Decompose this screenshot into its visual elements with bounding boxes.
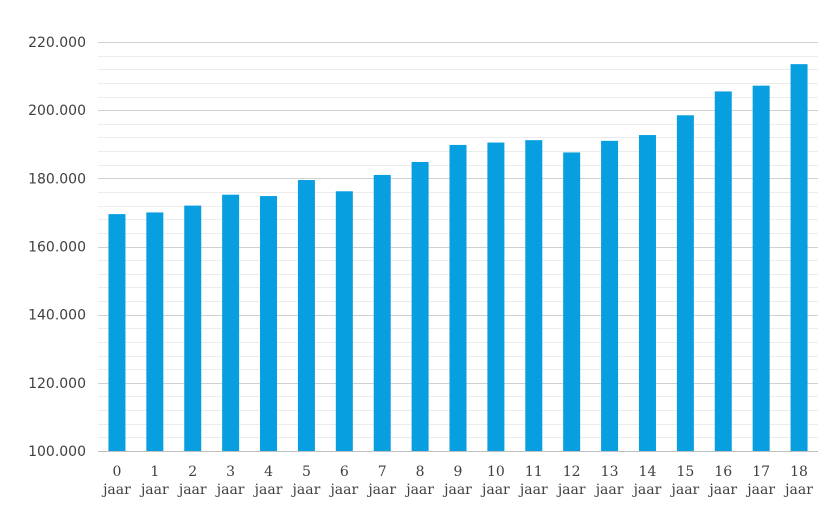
bar xyxy=(260,196,278,451)
bar xyxy=(601,140,619,451)
x-tick-label: 17 jaar xyxy=(745,464,775,498)
bar xyxy=(638,135,656,452)
bar xyxy=(146,212,164,451)
bar xyxy=(487,142,505,451)
y-tick-label: 200.000 xyxy=(28,103,86,119)
y-tick-label: 140.000 xyxy=(28,308,86,324)
x-tick-label: 2 jaar xyxy=(177,464,207,498)
x-tick-label: 3 jaar xyxy=(215,464,245,498)
y-tick-label: 120.000 xyxy=(28,376,86,392)
y-tick-label: 180.000 xyxy=(28,171,86,187)
x-tick-label: 8 jaar xyxy=(404,464,434,498)
bar xyxy=(373,174,391,452)
x-tick-label: 6 jaar xyxy=(328,464,358,498)
bar xyxy=(297,180,315,451)
x-tick-label: 1 jaar xyxy=(139,464,169,498)
bar xyxy=(563,152,581,451)
y-tick-label: 220.000 xyxy=(28,35,86,51)
x-tick-label: 14 jaar xyxy=(632,464,662,498)
x-tick-label: 10 jaar xyxy=(480,464,510,498)
y-tick-label: 100.000 xyxy=(28,444,86,460)
x-tick-label: 5 jaar xyxy=(291,464,321,498)
bar xyxy=(676,115,694,451)
x-tick-label: 15 jaar xyxy=(670,464,700,498)
x-tick-label: 13 jaar xyxy=(594,464,624,498)
bar xyxy=(335,191,353,451)
bar xyxy=(108,214,126,451)
x-tick-label: 0 jaar xyxy=(101,464,131,498)
x-tick-label: 16 jaar xyxy=(707,464,737,498)
x-tick-label: 11 jaar xyxy=(518,464,548,498)
x-tick-label: 12 jaar xyxy=(556,464,586,498)
bar xyxy=(222,194,240,451)
y-axis: 100.000 120.000 140.000 160.000 180.000 200.0… xyxy=(28,35,86,460)
bar xyxy=(714,91,732,451)
y-tick-label: 160.000 xyxy=(28,240,86,256)
x-tick-label: 4 jaar xyxy=(253,464,283,498)
bar xyxy=(790,64,808,451)
bar xyxy=(411,161,429,451)
x-tick-label: 18 jaar xyxy=(783,464,813,498)
bar xyxy=(449,144,467,451)
x-tick-label: 7 jaar xyxy=(366,464,396,498)
x-tick-label: 9 jaar xyxy=(442,464,472,498)
bar xyxy=(184,205,202,451)
bar xyxy=(752,85,770,452)
bar xyxy=(525,140,543,451)
bars xyxy=(108,64,808,452)
